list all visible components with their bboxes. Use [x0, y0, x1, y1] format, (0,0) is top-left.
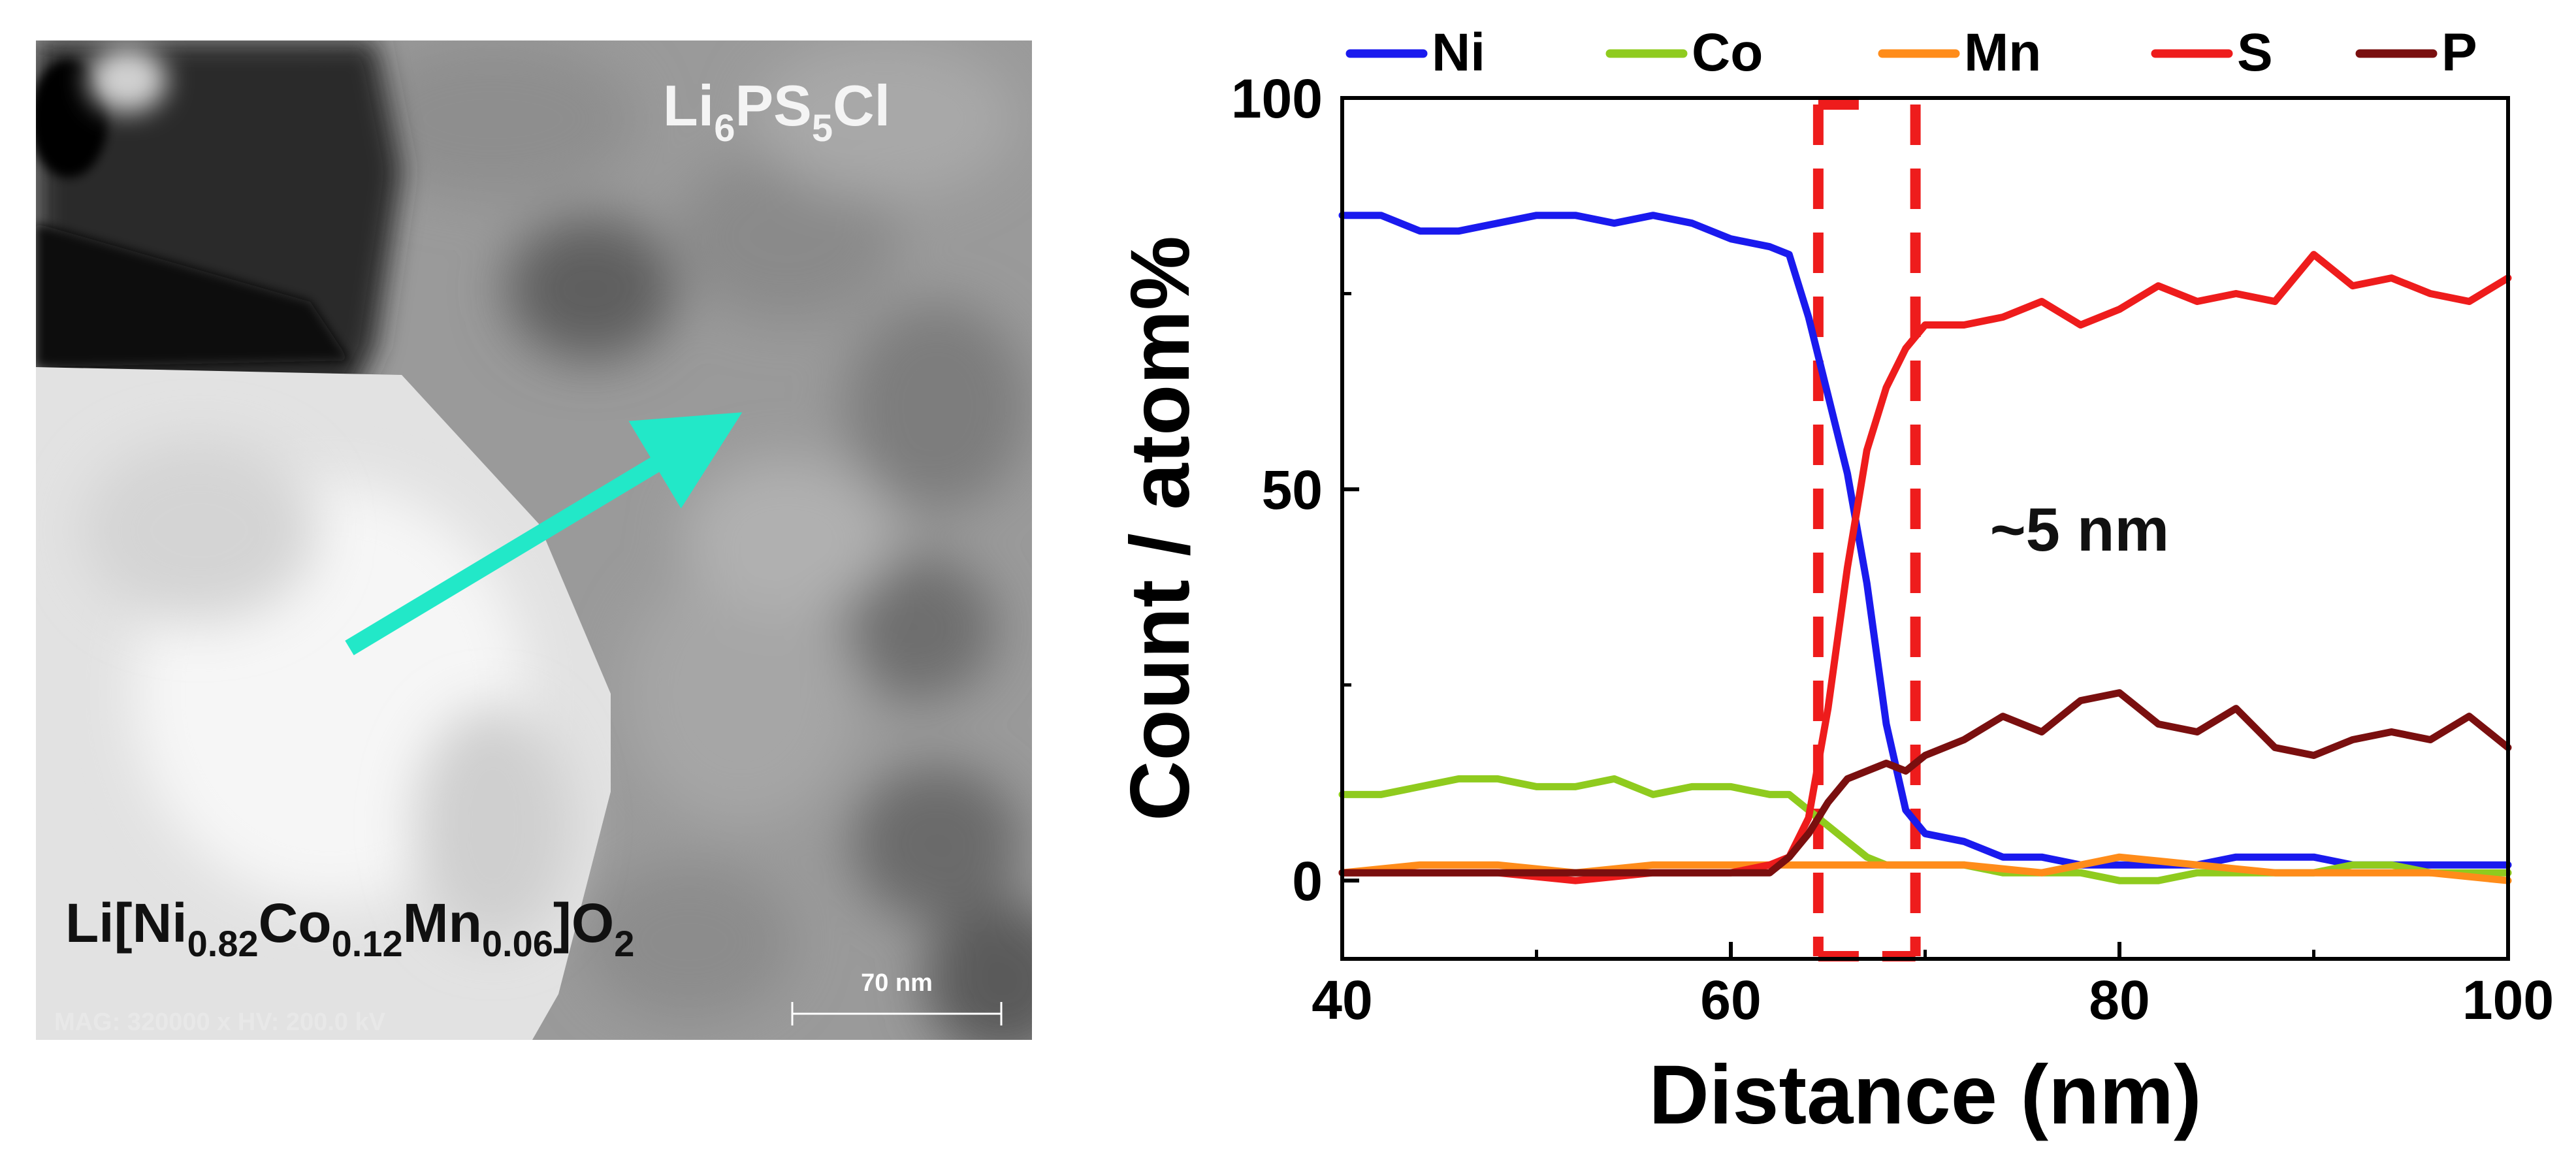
series-line-p — [1338, 689, 2512, 877]
legend-label-co: Co — [1692, 23, 1763, 82]
legend-label-ni: Ni — [1432, 23, 1485, 82]
scale-bar-label: 70 nm — [861, 969, 933, 997]
y-tick-label: 0 — [1292, 850, 1323, 912]
series-line-mn — [1338, 853, 2512, 884]
dark-region — [36, 40, 402, 406]
series-line-ni — [1338, 212, 2512, 869]
chart-legend: Ni Co Mn S P — [1345, 23, 2477, 82]
x-tick-label: 100 — [2462, 969, 2554, 1031]
cathode-label: Li[Ni0.82Co0.12Mn0.06]O2 — [65, 892, 634, 964]
legend-label-s: S — [2237, 23, 2273, 82]
scale-bar: 70 nm — [791, 969, 1003, 1025]
series-group — [1338, 212, 2512, 884]
y-tick-label: 50 — [1262, 459, 1323, 521]
legend-label-p: P — [2441, 23, 2477, 82]
y-tick-label: 100 — [1231, 68, 1323, 129]
legend-label-mn: Mn — [1964, 23, 2041, 82]
line-scan-arrow — [345, 412, 743, 656]
width-annotation: ~5 nm — [1990, 495, 2169, 564]
instrument-info: MAG: 320000 x HV: 200.0 kV — [54, 1009, 386, 1036]
tem-micrograph-panel: Li6PS5Cl Li[Ni0.82Co0.12Mn0.06]O2 70 nm … — [36, 40, 1032, 1040]
cathode-crystal — [36, 367, 611, 1040]
series-line-s — [1338, 251, 2512, 884]
x-axis-label: Distance (nm) — [1649, 1048, 2201, 1142]
x-tick-label: 80 — [2089, 969, 2149, 1031]
axis-ticks: 40 60 80 100 0 50 100 — [1231, 68, 2554, 1031]
electrolyte-label: Li6PS5Cl — [663, 73, 890, 150]
x-tick-label: 40 — [1312, 969, 1372, 1031]
line-scan-chart: Ni Co Mn S P 40 60 80 100 0 50 100 ~5 nm Distance … — [1114, 23, 2554, 1142]
x-tick-label: 60 — [1700, 969, 1761, 1031]
y-axis-label: Count / atom% — [1114, 236, 1207, 821]
